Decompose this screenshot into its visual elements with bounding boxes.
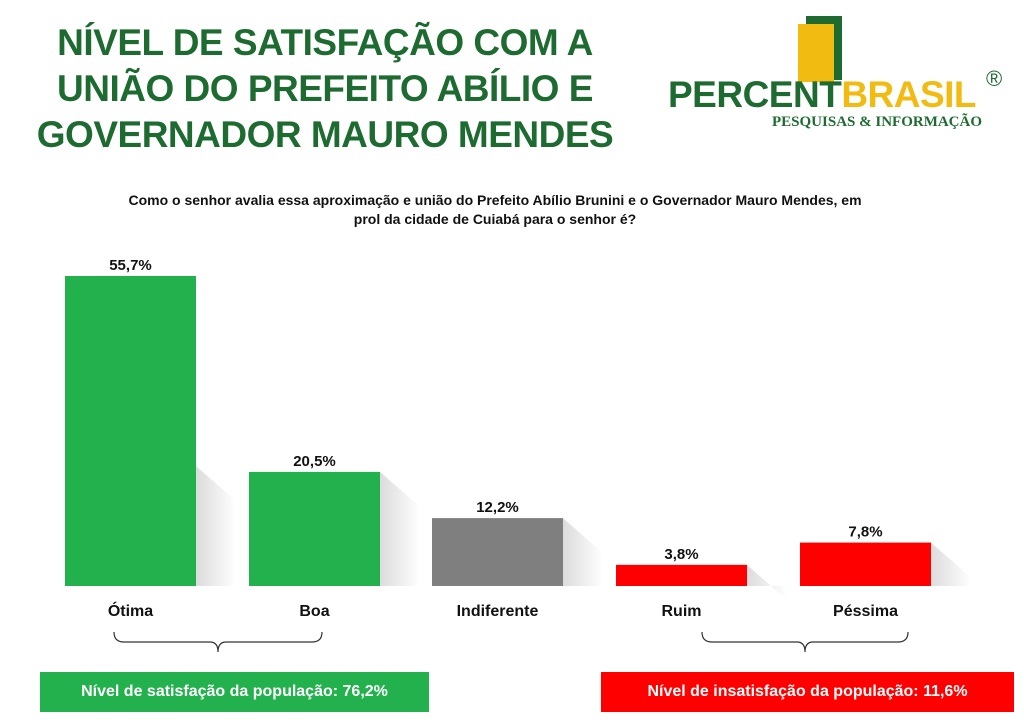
bar-shadow [931, 542, 971, 586]
data-label: 12,2% [476, 499, 519, 516]
percentbrasil-logo: PERCENTBRASIL ® PESQUISAS & INFORMAÇÃO [668, 14, 1008, 134]
data-label: 7,8% [848, 524, 882, 541]
satisfaction-brace [113, 631, 323, 653]
category-label: Indiferente [457, 603, 539, 620]
logo-flag-icon [798, 16, 842, 82]
bar-indiferente [432, 518, 563, 586]
page-title: NÍVEL DE SATISFAÇÃO COM A UNIÃO DO PREFE… [36, 22, 614, 155]
data-label: 55,7% [109, 257, 152, 274]
bar-ruim [616, 564, 747, 586]
dissatisfaction-brace [701, 631, 909, 653]
bar-boa [249, 471, 380, 586]
category-label: Péssima [833, 603, 898, 620]
logo-subtitle: PESQUISAS & INFORMAÇÃO [772, 114, 983, 130]
bar-chart: 55,7% Ótima 20,5% Boa 12,2% Indiferente 3,8% Ru… [65, 257, 971, 653]
bar-shadow [380, 471, 420, 586]
bar-shadow [563, 518, 603, 586]
satisfaction-callout: Nível de satisfação da população: 76,2% [40, 672, 429, 712]
bar-shadow [747, 564, 787, 600]
bar-shadow [196, 466, 236, 586]
registered-mark: ® [986, 66, 1003, 91]
data-label: 3,8% [664, 546, 698, 563]
category-label: Boa [299, 603, 329, 620]
data-label: 20,5% [293, 453, 336, 470]
bar-pessima [800, 542, 931, 586]
category-label: Ótima [108, 601, 153, 620]
logo-name: PERCENTBRASIL [668, 74, 977, 115]
dissatisfaction-callout: Nível de insatisfação da população: 11,6… [601, 672, 1014, 712]
survey-question: Como o senhor avalia essa aproximação e … [128, 192, 862, 227]
bar-otima [65, 276, 196, 586]
category-label: Ruim [662, 603, 702, 620]
